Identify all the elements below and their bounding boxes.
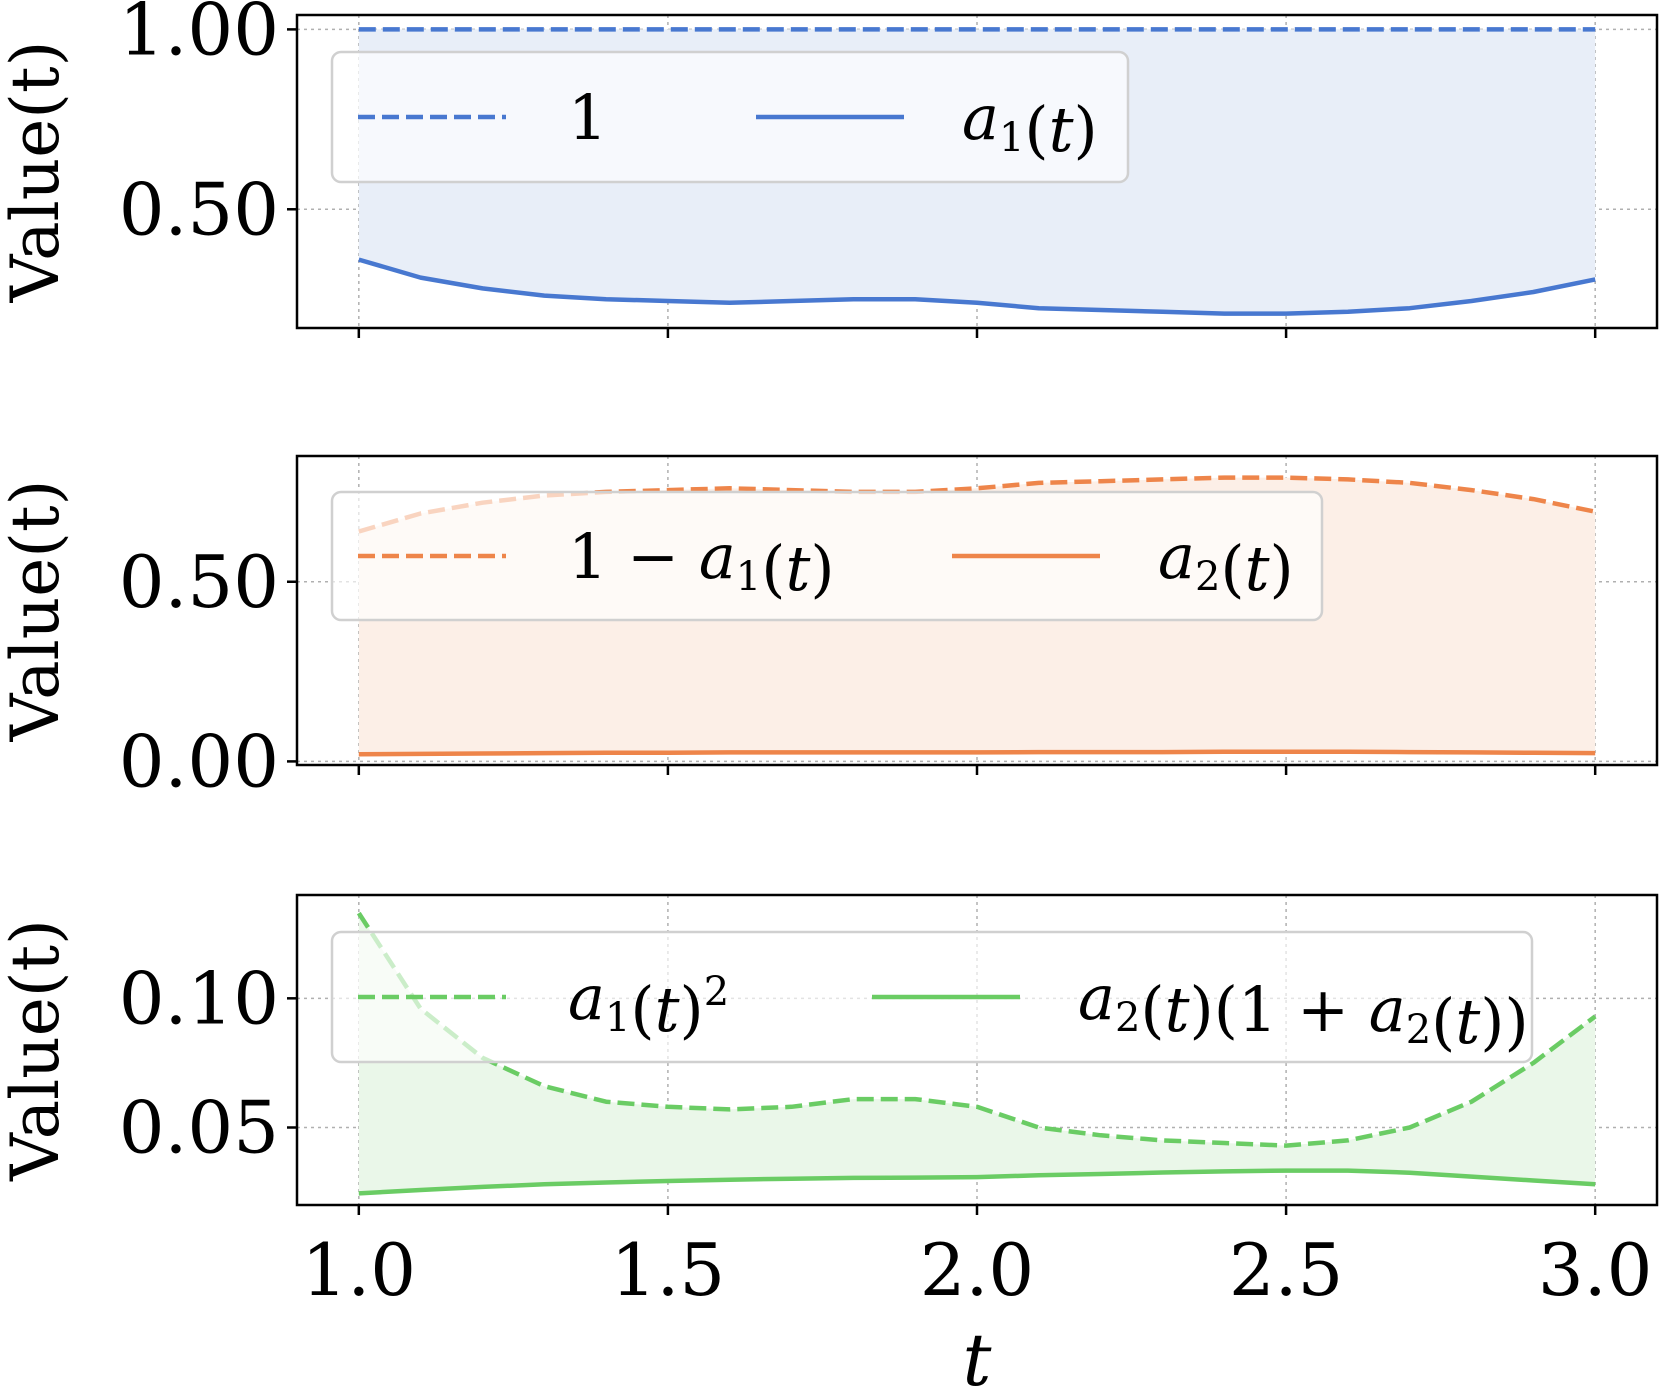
panel-middle: 0.00 0.50 Value(t) 1 − a1(t) a2(t) <box>0 454 1659 803</box>
y-tick-label: 0.50 <box>119 540 279 624</box>
series-line-dashed <box>358 475 1596 534</box>
x-axis-label: t <box>963 1318 993 1400</box>
y-axis-label: Value(t) <box>0 919 74 1182</box>
x-tick-label: 1.5 <box>611 1228 726 1312</box>
legend-box <box>330 50 1130 184</box>
legend-label: a2(t) <box>1158 520 1294 605</box>
y-tick-label: 1.00 <box>119 0 279 71</box>
y-axis-label: Value(t) <box>0 41 74 304</box>
series-line-solid <box>358 257 1596 316</box>
y-tick-label: 0.50 <box>119 167 279 251</box>
y-axis-label: Value(t) <box>0 480 74 743</box>
legend-label: a2(t)(1 + a2(t)) <box>1078 961 1529 1058</box>
panel-bottom: 0.05 0.10 Value(t) a1(t)2 a2(t)(1 + a2(t)) <box>0 893 1659 1215</box>
series-line-solid <box>358 1168 1596 1196</box>
y-tick-label: 0.10 <box>119 956 279 1040</box>
legend-label: a1(t)2 <box>568 961 729 1046</box>
y-tick-label: 0.05 <box>119 1086 279 1170</box>
series-line-dashed <box>356 911 1597 1148</box>
legend-label: 1 − a1(t) <box>568 520 835 605</box>
x-tick-label: 2.0 <box>920 1228 1035 1312</box>
x-tick-label: 2.5 <box>1229 1228 1344 1312</box>
panel-top: 0.50 1.00 Value(t) 1 a1(t) <box>0 0 1659 338</box>
fill-between-area <box>358 913 1596 1194</box>
x-tick-label: 3.0 <box>1538 1228 1653 1312</box>
legend-label: a1(t) <box>962 81 1098 166</box>
legend-box <box>330 490 1324 622</box>
y-tick-label: 0.00 <box>119 719 279 803</box>
legend-label: 1 <box>568 81 607 154</box>
x-tick-label: 1.0 <box>302 1228 417 1312</box>
series-line-solid <box>358 749 1596 757</box>
